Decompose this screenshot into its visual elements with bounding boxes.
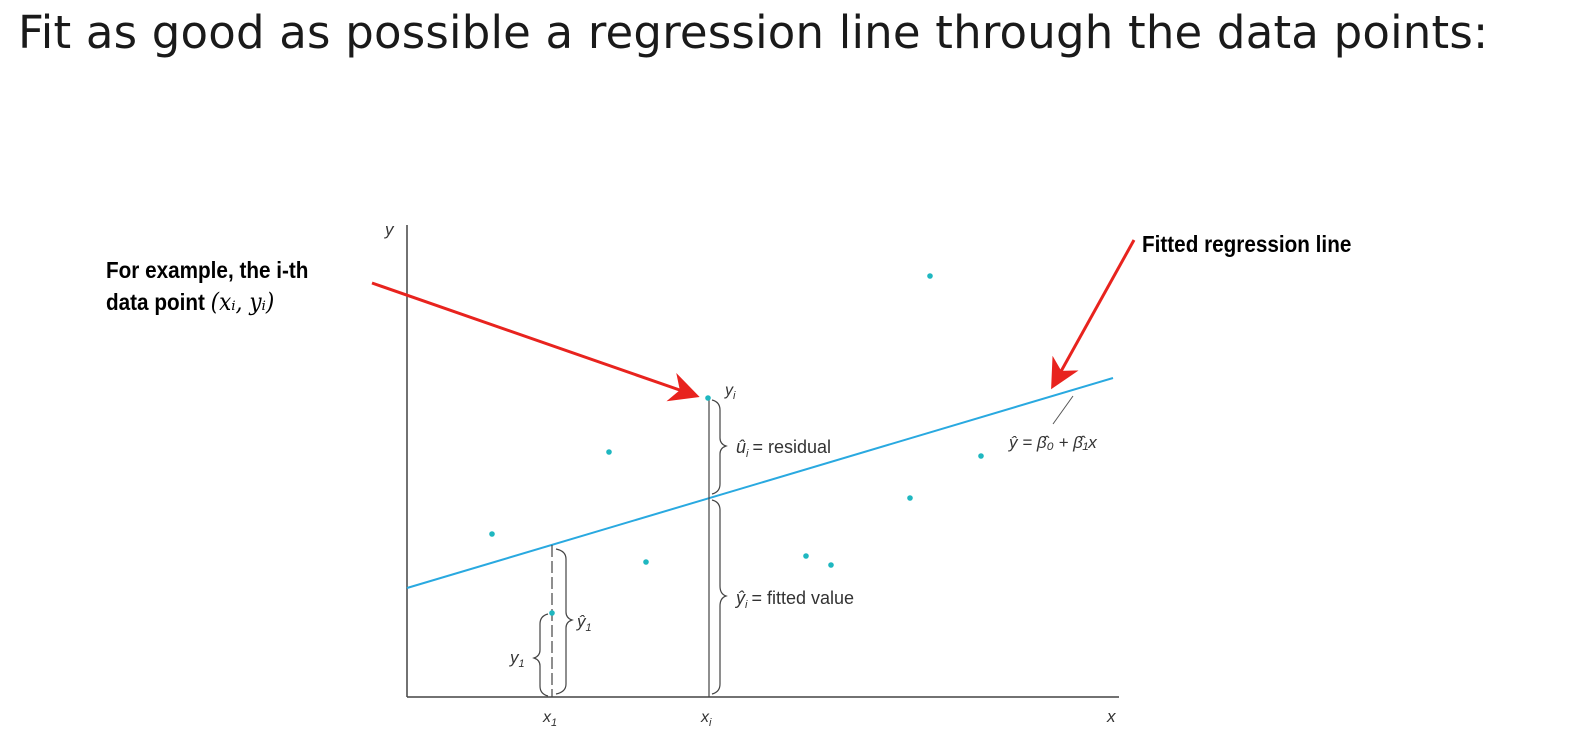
xi-tick-label: xi xyxy=(700,709,712,729)
regression-line xyxy=(406,377,1114,589)
x-axis-label: x xyxy=(1106,707,1116,726)
y1-label: y1 xyxy=(509,648,525,670)
data-point-notation: (xᵢ, yᵢ) xyxy=(210,288,275,316)
data-point xyxy=(907,495,913,501)
yhat1-label: ŷ1 xyxy=(576,612,592,634)
fitted-line-arrow xyxy=(1051,239,1136,390)
data-point xyxy=(978,453,984,459)
fitted-value-brace xyxy=(711,499,728,695)
data-point xyxy=(828,562,834,568)
data-point xyxy=(643,559,649,565)
data-point xyxy=(927,273,933,279)
slide-title: Fit as good as possible a regression lin… xyxy=(18,6,1489,59)
y1-brace xyxy=(532,613,549,697)
x1-tick-label: x1 xyxy=(542,709,557,729)
callout-data-point-text: data point xyxy=(106,289,205,315)
equation-leader xyxy=(1052,395,1074,425)
residual-brace xyxy=(711,399,728,495)
fitted-value-label: ŷi = fitted value xyxy=(734,588,854,611)
y-axis-label: y xyxy=(384,220,395,239)
callout-ith-data-point: For example, the i-th data point (xᵢ, yᵢ… xyxy=(106,254,308,318)
regression-equation: ŷ = β̂₀ + β̂₁x xyxy=(1008,433,1097,452)
data-point-i xyxy=(705,395,711,401)
data-point xyxy=(489,531,495,537)
data-point xyxy=(606,449,612,455)
yhat1-brace xyxy=(555,548,574,695)
yi-label: yi xyxy=(724,382,736,402)
residual-label: ûi = residual xyxy=(736,437,831,460)
data-point xyxy=(803,553,809,559)
data-point-1 xyxy=(549,610,555,616)
callout-line-2: data point (xᵢ, yᵢ) xyxy=(106,286,308,318)
callout-line-1: For example, the i-th xyxy=(106,257,309,283)
callout-fitted-regression-line: Fitted regression line xyxy=(1142,231,1352,257)
data-points xyxy=(489,273,984,616)
ith-point-arrow xyxy=(371,281,700,402)
